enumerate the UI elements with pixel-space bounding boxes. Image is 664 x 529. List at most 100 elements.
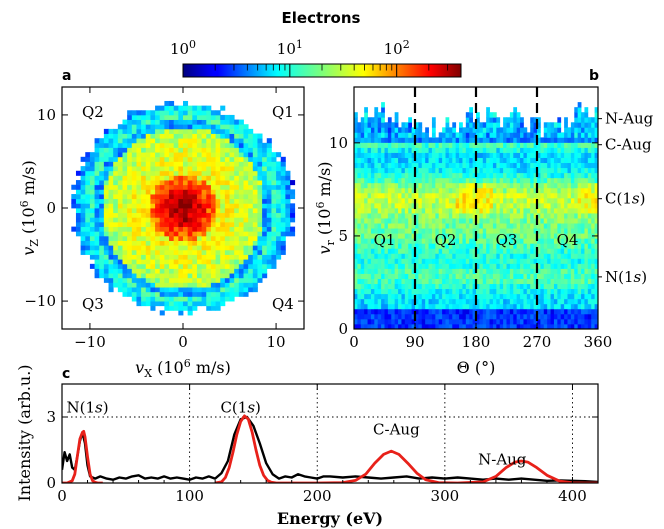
heatmap-cell <box>462 323 467 329</box>
heatmap-cell <box>398 197 402 204</box>
heatmap-cell <box>401 308 406 315</box>
heatmap-cell <box>141 170 147 176</box>
heatmap-cell <box>547 172 551 179</box>
heatmap-cell <box>442 288 446 295</box>
heatmap-cell <box>543 273 548 279</box>
heatmap-cell <box>516 248 521 254</box>
heatmap-cell <box>404 228 409 234</box>
heatmap-cell <box>266 245 272 251</box>
heatmap-cell <box>564 258 568 264</box>
heatmap-cell <box>398 142 402 148</box>
heatmap-cell <box>533 233 538 239</box>
heatmap-cell <box>164 124 170 130</box>
heatmap-cell <box>374 187 379 194</box>
heatmap-cell <box>486 208 490 214</box>
heatmap-cell <box>553 293 558 300</box>
heatmap-cell <box>94 273 100 279</box>
heatmap-cell <box>587 253 592 259</box>
heatmap-cell <box>201 301 207 307</box>
heatmap-cell <box>159 189 165 195</box>
heatmap-cell <box>523 323 528 329</box>
heatmap-cell <box>354 202 358 209</box>
heatmap-cell <box>496 228 501 234</box>
heatmap-cell <box>367 238 372 244</box>
heatmap-cell <box>438 243 443 249</box>
heatmap-cell <box>560 172 565 179</box>
heatmap-cell <box>530 132 535 138</box>
heatmap-cell <box>224 133 230 139</box>
heatmap-cell <box>557 213 562 219</box>
heatmap-cell <box>513 228 518 234</box>
heatmap-cell <box>387 263 392 269</box>
heatmap-cell <box>159 180 165 186</box>
heatmap-cell <box>206 194 212 200</box>
heatmap-cell <box>459 132 463 138</box>
heatmap-cell <box>462 298 467 305</box>
heatmap-cell <box>192 170 198 176</box>
heatmap-cell <box>479 162 484 169</box>
heatmap-cell <box>248 170 254 176</box>
heatmap-cell <box>431 273 436 279</box>
heatmap-cell <box>248 198 254 204</box>
heatmap-cell <box>537 117 541 123</box>
heatmap-cell <box>574 177 579 184</box>
heatmap-cell <box>520 228 524 234</box>
heatmap-cell <box>411 127 416 133</box>
heatmap-cell <box>465 202 470 209</box>
heatmap-cell <box>581 202 585 209</box>
quadrant-label-a: Q4 <box>272 295 294 313</box>
heatmap-cell <box>401 142 406 148</box>
heatmap-cell <box>173 105 179 111</box>
heatmap-cell <box>516 258 521 264</box>
heatmap-cell <box>280 217 286 223</box>
heatmap-cell <box>469 197 474 204</box>
heatmap-cell <box>540 147 545 153</box>
heatmap-cell <box>357 253 362 259</box>
y-tick-label-b: 5 <box>338 227 348 245</box>
heatmap-cell <box>150 296 156 302</box>
heatmap-cell <box>486 228 490 234</box>
heatmap-cell <box>574 308 579 315</box>
heatmap-cell <box>553 157 558 164</box>
heatmap-cell <box>547 313 551 320</box>
heatmap-cell <box>469 208 474 214</box>
heatmap-cell <box>370 122 375 128</box>
heatmap-cell <box>192 147 198 153</box>
heatmap-cell <box>404 177 409 184</box>
heatmap-cell <box>421 303 426 310</box>
heatmap-cell <box>187 301 193 307</box>
heatmap-cell <box>252 217 258 223</box>
heatmap-cell <box>164 203 170 209</box>
heatmap-cell <box>103 128 109 134</box>
heatmap-cell <box>469 283 474 290</box>
heatmap-cell <box>229 221 235 228</box>
heatmap-cell <box>276 198 282 204</box>
heatmap-cell <box>594 283 598 290</box>
heatmap-cell <box>127 235 133 241</box>
heatmap-cell <box>560 187 565 194</box>
heatmap-cell <box>136 296 142 302</box>
heatmap-cell <box>415 157 419 164</box>
heatmap-cell <box>80 189 86 195</box>
heatmap-cell <box>567 238 572 244</box>
heatmap-cell <box>201 184 207 190</box>
heatmap-cell <box>370 323 375 329</box>
heatmap-cell <box>173 180 179 186</box>
heatmap-cell <box>499 187 504 194</box>
heatmap-cell <box>547 197 551 204</box>
heatmap-cell <box>187 249 193 255</box>
heatmap-cell <box>489 157 494 164</box>
heatmap-cell <box>479 147 484 153</box>
heatmap-cell <box>394 238 399 244</box>
heatmap-cell <box>103 221 109 228</box>
heatmap-cell <box>145 245 151 251</box>
heatmap-cell <box>377 218 382 224</box>
heatmap-cell <box>370 313 375 320</box>
heatmap-cell <box>398 213 402 219</box>
heatmap-cell <box>503 243 507 249</box>
heatmap-cell <box>486 248 490 254</box>
heatmap-cell <box>479 263 484 269</box>
heatmap-cell <box>387 152 392 158</box>
heatmap-cell <box>462 157 467 164</box>
